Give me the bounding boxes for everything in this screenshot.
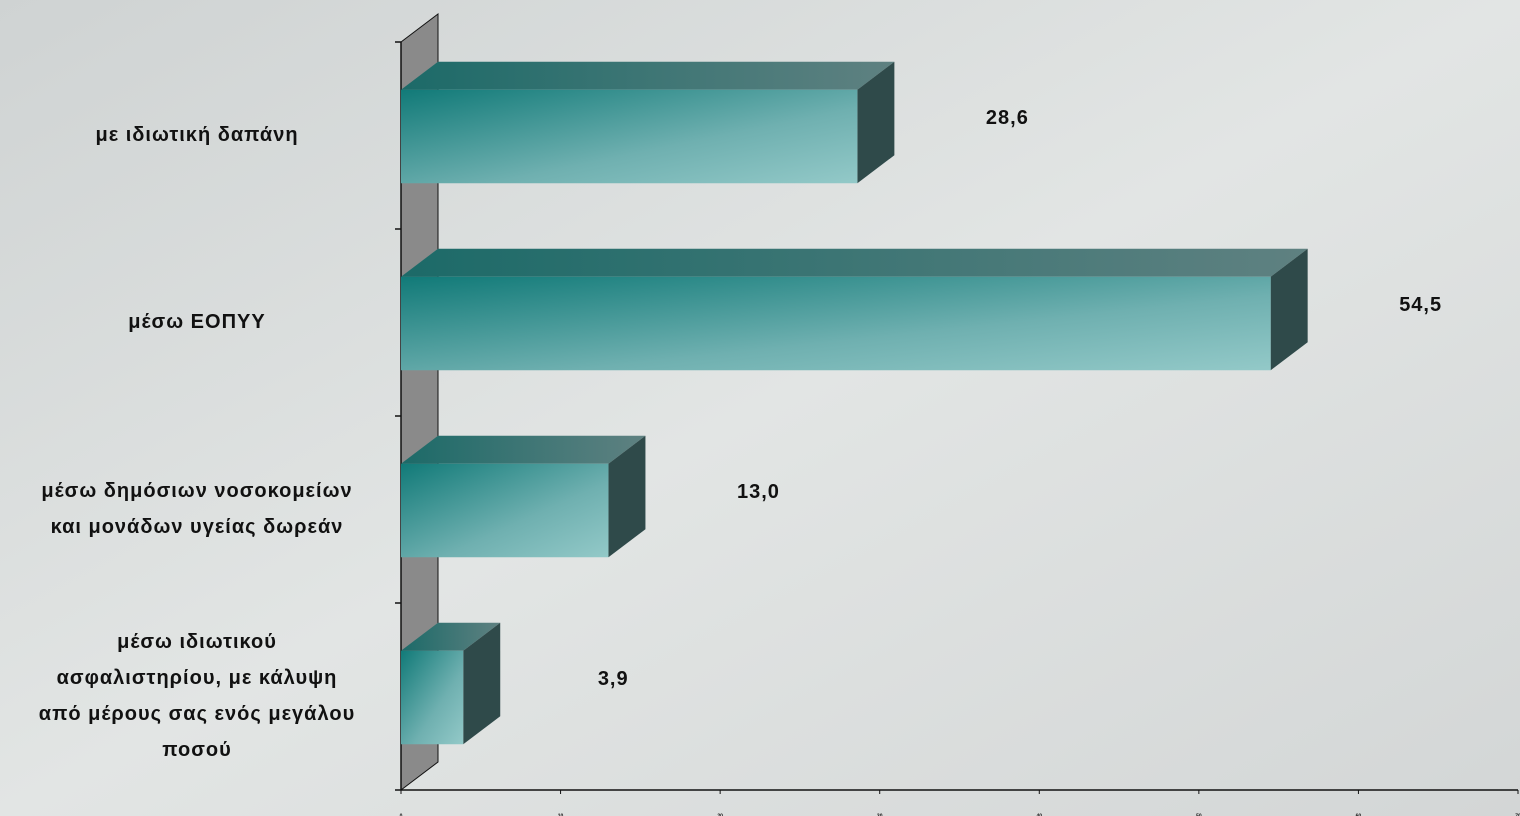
value-label: 3,9 — [598, 668, 629, 690]
value-label: 28,6 — [986, 107, 1029, 129]
bar-top — [401, 622, 501, 651]
category-label: και μονάδων υγείας δωρεάν — [51, 516, 344, 538]
bar-side — [1270, 248, 1308, 371]
category-label: ποσού — [162, 739, 232, 761]
bar — [401, 463, 609, 558]
category-label: με ιδιωτική δαπάνη — [95, 124, 298, 146]
x-tick-label: 20 — [717, 813, 723, 816]
bar-top — [401, 61, 895, 90]
category-label: μέσω ΕΟΠΥΥ — [128, 311, 265, 333]
x-tick-label: 10 — [558, 813, 564, 816]
bar-side — [857, 61, 895, 184]
bar — [401, 89, 858, 184]
bar-top — [401, 435, 646, 464]
bar — [401, 276, 1271, 371]
value-label: 54,5 — [1399, 294, 1442, 316]
x-tick-label: 70 — [1515, 813, 1520, 816]
bar — [401, 650, 464, 745]
x-tick-label: 50 — [1196, 813, 1202, 816]
category-label: ασφαλιστηρίου, με κάλυψη — [57, 667, 338, 689]
bar-side — [463, 622, 501, 745]
bar-side — [608, 435, 646, 558]
x-tick-label: 0 — [400, 813, 403, 816]
x-tick-label: 40 — [1037, 813, 1043, 816]
category-label: μέσω δημόσιων νοσοκομείων — [41, 480, 352, 502]
x-tick-label: 30 — [877, 813, 883, 816]
value-label: 13,0 — [737, 481, 780, 503]
category-label: από μέρους σας ενός μεγάλου — [39, 703, 355, 725]
category-label: μέσω ιδιωτικού — [117, 631, 277, 653]
bar-top — [401, 248, 1308, 277]
x-tick-label: 60 — [1356, 813, 1362, 816]
